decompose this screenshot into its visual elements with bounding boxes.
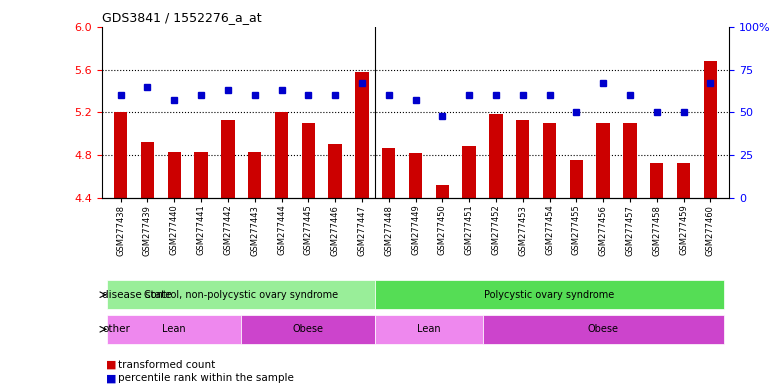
- Bar: [355, 72, 368, 198]
- Bar: [302, 123, 315, 198]
- Bar: [194, 152, 208, 198]
- Bar: [168, 152, 181, 198]
- Bar: [248, 152, 261, 198]
- Bar: [114, 113, 127, 198]
- Text: Lean: Lean: [162, 324, 186, 334]
- Bar: [570, 161, 583, 198]
- Bar: [221, 120, 234, 198]
- Text: Obese: Obese: [292, 324, 324, 334]
- Bar: [436, 185, 449, 198]
- Bar: [376, 280, 724, 310]
- Text: percentile rank within the sample: percentile rank within the sample: [118, 373, 293, 383]
- Text: GDS3841 / 1552276_a_at: GDS3841 / 1552276_a_at: [102, 11, 262, 24]
- Bar: [141, 142, 154, 198]
- Bar: [489, 114, 503, 198]
- Bar: [328, 144, 342, 198]
- Bar: [275, 113, 289, 198]
- Bar: [704, 61, 717, 198]
- Text: Obese: Obese: [588, 324, 619, 334]
- Text: Polycystic ovary syndrome: Polycystic ovary syndrome: [485, 290, 615, 300]
- Bar: [107, 280, 376, 310]
- Bar: [408, 153, 423, 198]
- Text: transformed count: transformed count: [118, 360, 215, 370]
- Text: other: other: [103, 324, 130, 334]
- Text: Lean: Lean: [417, 324, 441, 334]
- Bar: [677, 162, 690, 198]
- Bar: [516, 120, 529, 198]
- Text: ■: ■: [106, 373, 116, 383]
- Bar: [107, 314, 241, 344]
- Bar: [382, 147, 395, 198]
- Bar: [482, 314, 724, 344]
- Bar: [463, 147, 476, 198]
- Text: ■: ■: [106, 360, 116, 370]
- Bar: [543, 123, 556, 198]
- Text: Control, non-polycystic ovary syndrome: Control, non-polycystic ovary syndrome: [144, 290, 339, 300]
- Bar: [241, 314, 376, 344]
- Bar: [623, 123, 637, 198]
- Bar: [376, 314, 482, 344]
- Bar: [597, 123, 610, 198]
- Text: disease state: disease state: [103, 290, 172, 300]
- Bar: [650, 162, 663, 198]
